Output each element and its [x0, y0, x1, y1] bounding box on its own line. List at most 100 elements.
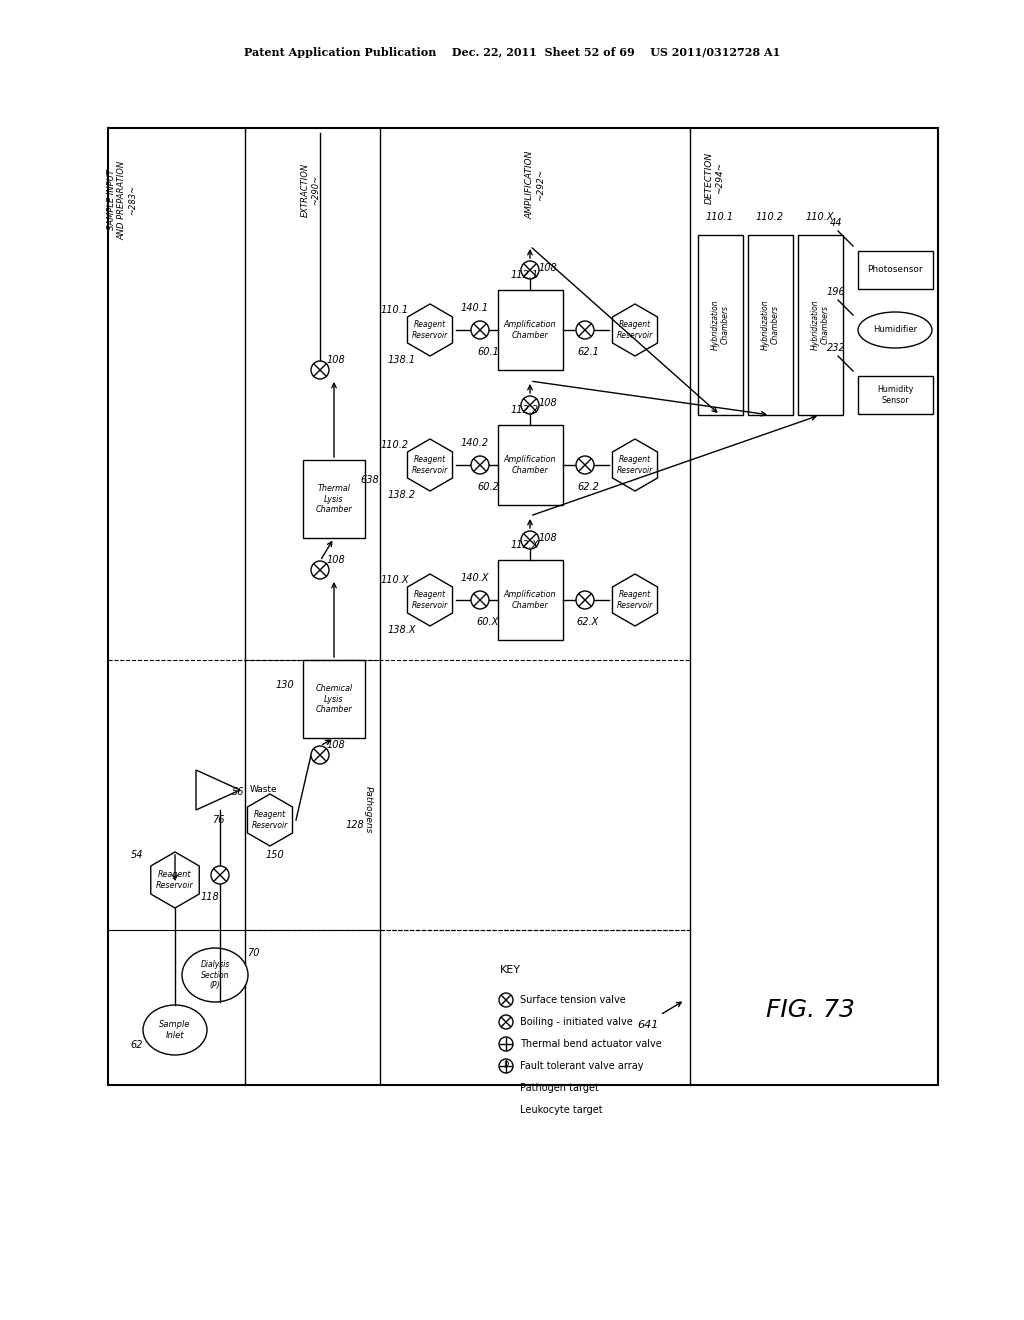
Text: 108: 108 [539, 533, 557, 543]
Text: Chemical
Lysis
Chamber: Chemical Lysis Chamber [315, 684, 352, 714]
Circle shape [211, 866, 229, 884]
Text: FIG. 73: FIG. 73 [766, 998, 854, 1022]
Circle shape [471, 455, 489, 474]
Circle shape [521, 531, 539, 549]
Bar [858, 376, 933, 414]
Text: 62.2: 62.2 [578, 482, 599, 492]
Bar [498, 560, 563, 640]
Bar [303, 660, 365, 738]
Text: 232: 232 [826, 343, 846, 352]
Text: Sample
Inlet: Sample Inlet [160, 1020, 190, 1040]
Text: 138.1: 138.1 [388, 355, 416, 366]
Bar [303, 459, 365, 539]
Text: 108: 108 [539, 399, 557, 408]
Ellipse shape [858, 312, 932, 348]
Circle shape [499, 1038, 513, 1051]
Text: Hybridization
Chambers: Hybridization Chambers [760, 300, 779, 350]
Text: 138.X: 138.X [388, 624, 416, 635]
Polygon shape [612, 574, 657, 626]
Text: 108: 108 [327, 554, 345, 565]
Text: Hybridization
Chambers: Hybridization Chambers [711, 300, 730, 350]
Text: 112.2: 112.2 [511, 405, 539, 414]
Text: AMPLIFICATION
~292~: AMPLIFICATION ~292~ [525, 150, 545, 219]
Circle shape [499, 1059, 513, 1073]
Text: 44: 44 [829, 218, 843, 228]
Text: 196: 196 [826, 286, 846, 297]
Text: Waste: Waste [250, 785, 278, 795]
Text: 108: 108 [327, 355, 345, 366]
Text: Patent Application Publication    Dec. 22, 2011  Sheet 52 of 69    US 2011/03127: Patent Application Publication Dec. 22, … [244, 46, 780, 58]
Text: 76: 76 [212, 814, 224, 825]
Text: 110.2: 110.2 [756, 213, 784, 222]
Bar [748, 235, 793, 414]
Text: 54: 54 [131, 850, 143, 861]
Text: 70: 70 [247, 948, 259, 958]
Circle shape [471, 321, 489, 339]
Circle shape [499, 993, 513, 1007]
Text: 110.2: 110.2 [381, 440, 409, 450]
Bar [498, 425, 563, 506]
Bar [698, 235, 743, 414]
Text: Fault tolerant valve array: Fault tolerant valve array [520, 1061, 643, 1071]
Polygon shape [408, 440, 453, 491]
Polygon shape [612, 440, 657, 491]
Text: 112.1: 112.1 [511, 271, 539, 280]
Text: 130: 130 [275, 680, 294, 690]
Text: Dialysis
Section
(P): Dialysis Section (P) [201, 960, 229, 990]
Polygon shape [248, 795, 293, 846]
Text: 110.1: 110.1 [706, 213, 734, 222]
Text: 140.1: 140.1 [461, 304, 489, 313]
Text: 56: 56 [231, 787, 245, 797]
Text: Thermal bend actuator valve: Thermal bend actuator valve [520, 1039, 662, 1049]
Text: 60.X: 60.X [477, 616, 499, 627]
Text: 108: 108 [327, 741, 345, 750]
Text: Reagent
Reservoir: Reagent Reservoir [616, 590, 653, 610]
Text: Amplification
Chamber: Amplification Chamber [504, 455, 556, 475]
Text: 118: 118 [201, 892, 219, 902]
Text: Reagent
Reservoir: Reagent Reservoir [616, 455, 653, 475]
Text: 128: 128 [346, 820, 365, 830]
Text: 110.X: 110.X [806, 213, 835, 222]
Circle shape [311, 360, 329, 379]
Text: DETECTION
~294~: DETECTION ~294~ [705, 152, 724, 205]
Text: 108: 108 [539, 263, 557, 273]
Polygon shape [408, 304, 453, 356]
Text: 110.X: 110.X [381, 576, 410, 585]
Polygon shape [612, 304, 657, 356]
Bar [108, 128, 938, 1085]
Circle shape [575, 591, 594, 609]
Text: 60.2: 60.2 [477, 482, 499, 492]
Text: Photosensor: Photosensor [867, 265, 923, 275]
Circle shape [311, 561, 329, 579]
Bar [858, 251, 933, 289]
Circle shape [311, 746, 329, 764]
Bar [498, 290, 563, 370]
Text: 138.2: 138.2 [388, 490, 416, 500]
Circle shape [521, 261, 539, 279]
Text: 62.1: 62.1 [578, 347, 599, 356]
Text: Reagent
Reservoir: Reagent Reservoir [252, 810, 288, 830]
Text: 140.X: 140.X [461, 573, 489, 583]
Polygon shape [151, 851, 200, 908]
Text: Reagent
Reservoir: Reagent Reservoir [616, 321, 653, 339]
Ellipse shape [143, 1005, 207, 1055]
Text: Reagent
Reservoir: Reagent Reservoir [156, 870, 194, 890]
Polygon shape [196, 770, 240, 810]
Text: Reagent
Reservoir: Reagent Reservoir [412, 321, 449, 339]
Text: 638: 638 [360, 475, 379, 484]
Text: Pathogens: Pathogens [364, 787, 373, 834]
Text: 62: 62 [131, 1040, 143, 1049]
Text: 62.X: 62.X [577, 616, 599, 627]
Text: Surface tension valve: Surface tension valve [520, 995, 626, 1005]
Text: Hybridization
Chambers: Hybridization Chambers [810, 300, 829, 350]
Text: 60.1: 60.1 [477, 347, 499, 356]
Text: Boiling - initiated valve: Boiling - initiated valve [520, 1016, 633, 1027]
Text: KEY: KEY [500, 965, 521, 975]
Text: Reagent
Reservoir: Reagent Reservoir [412, 590, 449, 610]
Text: EXTRACTION
~290~: EXTRACTION ~290~ [300, 162, 319, 216]
Text: Humidity
Sensor: Humidity Sensor [877, 385, 913, 405]
Text: SAMPLE INPUT
AND PREPARATION
~283~: SAMPLE INPUT AND PREPARATION ~283~ [108, 161, 137, 239]
Text: Amplification
Chamber: Amplification Chamber [504, 590, 556, 610]
Text: 150: 150 [265, 850, 285, 861]
Text: Thermal
Lysis
Chamber: Thermal Lysis Chamber [315, 484, 352, 513]
